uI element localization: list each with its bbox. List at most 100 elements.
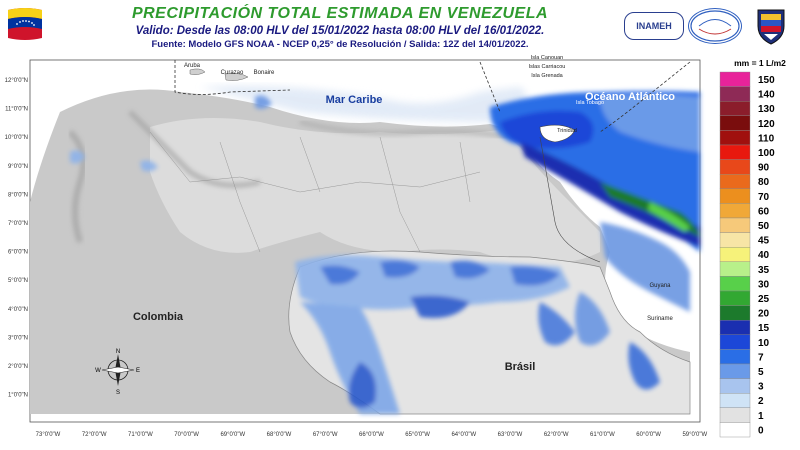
lat-label: 5°0'0"N: [8, 278, 28, 284]
label-aruba: Aruba: [184, 63, 201, 69]
lon-label: 69°0'0"W: [220, 432, 245, 438]
legend-label-5: 5: [758, 367, 764, 378]
legend-swatch-60: [719, 203, 751, 219]
legend-label-110: 110: [758, 133, 775, 144]
legend-label-70: 70: [758, 192, 770, 203]
label-bonaire: Bonaire: [254, 70, 275, 76]
lon-label: 61°0'0"W: [590, 432, 615, 438]
legend-swatch-0: [719, 422, 751, 438]
validity-subtitle: Valido: Desde las 08:00 HLV del 15/01/20…: [135, 25, 545, 37]
lat-label: 10°0'0"N: [5, 135, 28, 141]
legend-label-100: 100: [758, 148, 775, 159]
legend-label-15: 15: [758, 323, 770, 334]
legend-label-0: 0: [758, 425, 764, 436]
ministry-emblem-icon: [690, 10, 740, 42]
legend-swatch-80: [719, 173, 751, 189]
ministry-logo: [688, 8, 742, 44]
lat-label: 11°0'0"N: [5, 107, 28, 113]
legend-swatch-45: [719, 232, 751, 248]
venezuela-flag-icon: [8, 8, 42, 40]
legend-swatch-20: [719, 305, 751, 321]
legend-swatch-10: [719, 334, 751, 350]
header: PRECIPITACIÓN TOTAL ESTIMADA EN VENEZUEL…: [0, 0, 800, 52]
lon-label: 63°0'0"W: [498, 432, 523, 438]
lon-label: 62°0'0"W: [544, 432, 569, 438]
lon-label: 73°0'0"W: [36, 432, 61, 438]
lon-label: 70°0'0"W: [174, 432, 199, 438]
legend-label-1: 1: [758, 411, 764, 422]
map-title: PRECIPITACIÓN TOTAL ESTIMADA EN VENEZUEL…: [131, 5, 549, 22]
source-subtitle: Fuente: Modelo GFS NOAA - NCEP 0,25° de …: [151, 39, 529, 50]
lon-label: 64°0'0"W: [451, 432, 476, 438]
precipitation-map: N S E W Mar Caribe Océano Atlántico Colo…: [0, 52, 714, 445]
legend-label-130: 130: [758, 104, 775, 115]
label-oceano-atlantico: Océano Atlántico: [585, 91, 675, 103]
compass-w: W: [95, 368, 101, 374]
compass-s: S: [116, 390, 120, 396]
lat-label: 2°0'0"N: [8, 364, 28, 370]
legend-title: mm = 1 L/m2: [734, 58, 786, 68]
lon-label: 68°0'0"W: [267, 432, 292, 438]
legend-label-3: 3: [758, 382, 764, 393]
legend-swatch-15: [719, 320, 751, 336]
label-isla-canouan: Isla Canouan: [531, 55, 563, 61]
legend-swatch-7: [719, 349, 751, 365]
legend-label-2: 2: [758, 396, 764, 407]
legend-label-35: 35: [758, 265, 770, 276]
legend-label-150: 150: [758, 75, 775, 86]
legend-swatch-140: [719, 86, 751, 102]
lat-label: 4°0'0"N: [8, 307, 28, 313]
lat-label: 3°0'0"N: [8, 335, 28, 341]
legend-label-45: 45: [758, 236, 770, 247]
latitude-labels: 12°0'0"N 11°0'0"N 10°0'0"N 9°0'0"N 8°0'0"N 7°…: [5, 78, 28, 399]
lon-label: 65°0'0"W: [405, 432, 430, 438]
legend-label-60: 60: [758, 206, 770, 217]
lat-label: 9°0'0"N: [8, 164, 28, 170]
compass-e: E: [136, 368, 140, 374]
legend-swatch-30: [719, 276, 751, 292]
legend-swatch-130: [719, 101, 751, 117]
lon-label: 72°0'0"W: [82, 432, 107, 438]
lat-label: 8°0'0"N: [8, 192, 28, 198]
legend-swatch-3: [719, 378, 751, 394]
legend-swatch-25: [719, 290, 751, 306]
lat-label: 12°0'0"N: [5, 78, 28, 84]
legend-swatch-35: [719, 261, 751, 277]
legend-label-50: 50: [758, 221, 770, 232]
legend-label-25: 25: [758, 294, 770, 305]
label-islas-carriacou: Islas Carriacou: [529, 64, 566, 70]
compass-n: N: [116, 349, 120, 355]
legend-scale: 1501401301201101009080706050454035302520…: [719, 71, 775, 438]
label-suriname: Suriname: [647, 316, 673, 322]
lon-label: 66°0'0"W: [359, 432, 384, 438]
legend-swatch-2: [719, 393, 751, 409]
legend-label-80: 80: [758, 177, 770, 188]
lat-label: 6°0'0"N: [8, 250, 28, 256]
inameh-logo: INAMEH: [624, 12, 684, 40]
label-guyana: Guyana: [649, 283, 671, 289]
label-colombia: Colombia: [133, 311, 184, 323]
label-trinidad: Trinidad: [557, 128, 577, 134]
longitude-labels: 73°0'0"W 72°0'0"W 71°0'0"W 70°0'0"W 69°0'0"W…: [36, 432, 708, 438]
legend-label-20: 20: [758, 309, 770, 320]
legend-swatch-50: [719, 217, 751, 233]
lon-label: 59°0'0"W: [682, 432, 707, 438]
legend-swatch-120: [719, 115, 751, 131]
label-brasil: Brásil: [505, 361, 536, 373]
legend-label-10: 10: [758, 338, 770, 349]
legend-label-140: 140: [758, 90, 775, 101]
compass-rose-icon: N S E W: [95, 349, 140, 396]
legend-label-120: 120: [758, 119, 775, 130]
label-isla-grenada: Isla Grenada: [531, 73, 563, 79]
lon-label: 60°0'0"W: [636, 432, 661, 438]
lon-label: 71°0'0"W: [128, 432, 153, 438]
shield-logo-icon: [757, 9, 785, 45]
legend-swatch-5: [719, 363, 751, 379]
legend-swatch-70: [719, 188, 751, 204]
label-curazao: Curazao: [221, 70, 244, 76]
lon-label: 67°0'0"W: [313, 432, 338, 438]
legend-label-40: 40: [758, 250, 770, 261]
legend-swatch-90: [719, 159, 751, 175]
legend-label-7: 7: [758, 352, 764, 363]
lat-label: 7°0'0"N: [8, 221, 28, 227]
